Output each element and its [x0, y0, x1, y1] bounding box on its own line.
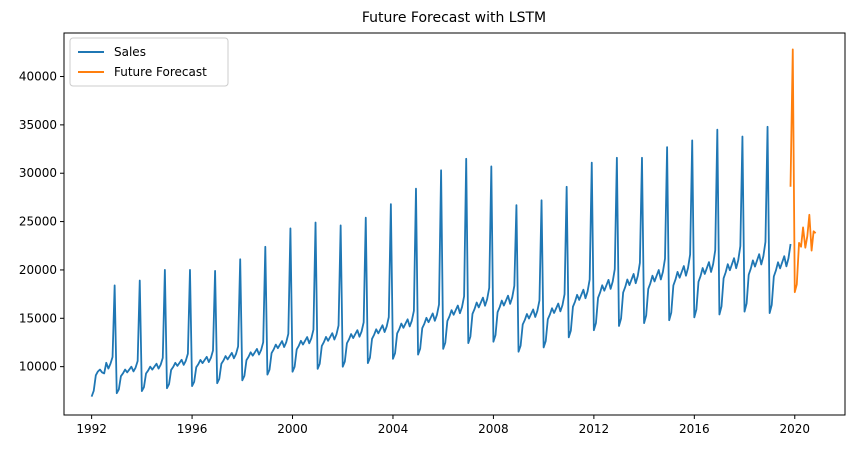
legend-label: Sales [114, 45, 146, 59]
legend-label: Future Forecast [114, 65, 207, 79]
chart-title: Future Forecast with LSTM [362, 10, 546, 26]
x-tick-label: 2000 [277, 422, 308, 436]
x-tick-label: 2004 [378, 422, 409, 436]
y-axis: 10000 15000 20000 25000 30000 35000 40000 [19, 70, 64, 374]
series-line-sales [90, 125, 792, 397]
y-tick-label: 40000 [19, 70, 57, 84]
legend-box [69, 37, 229, 87]
y-tick-label: 35000 [19, 118, 57, 132]
series-line-future-forecast [789, 48, 817, 294]
x-tick-label: 2008 [478, 422, 509, 436]
y-tick-label: 20000 [19, 263, 57, 277]
x-axis: 1992 1996 2000 2004 2008 2012 2016 2020 [76, 415, 810, 436]
x-tick-label: 1996 [177, 422, 208, 436]
x-tick-label: 2012 [579, 422, 610, 436]
y-tick-label: 30000 [19, 166, 57, 180]
y-tick-label: 10000 [19, 360, 57, 374]
x-tick-label: 1992 [76, 422, 107, 436]
x-tick-label: 2016 [679, 422, 710, 436]
plot-area [90, 48, 817, 397]
axes-frame [63, 32, 846, 416]
x-tick-label: 2020 [780, 422, 811, 436]
y-tick-label: 15000 [19, 311, 57, 325]
legend: Sales Future Forecast [69, 37, 229, 87]
y-tick-label: 25000 [19, 215, 57, 229]
